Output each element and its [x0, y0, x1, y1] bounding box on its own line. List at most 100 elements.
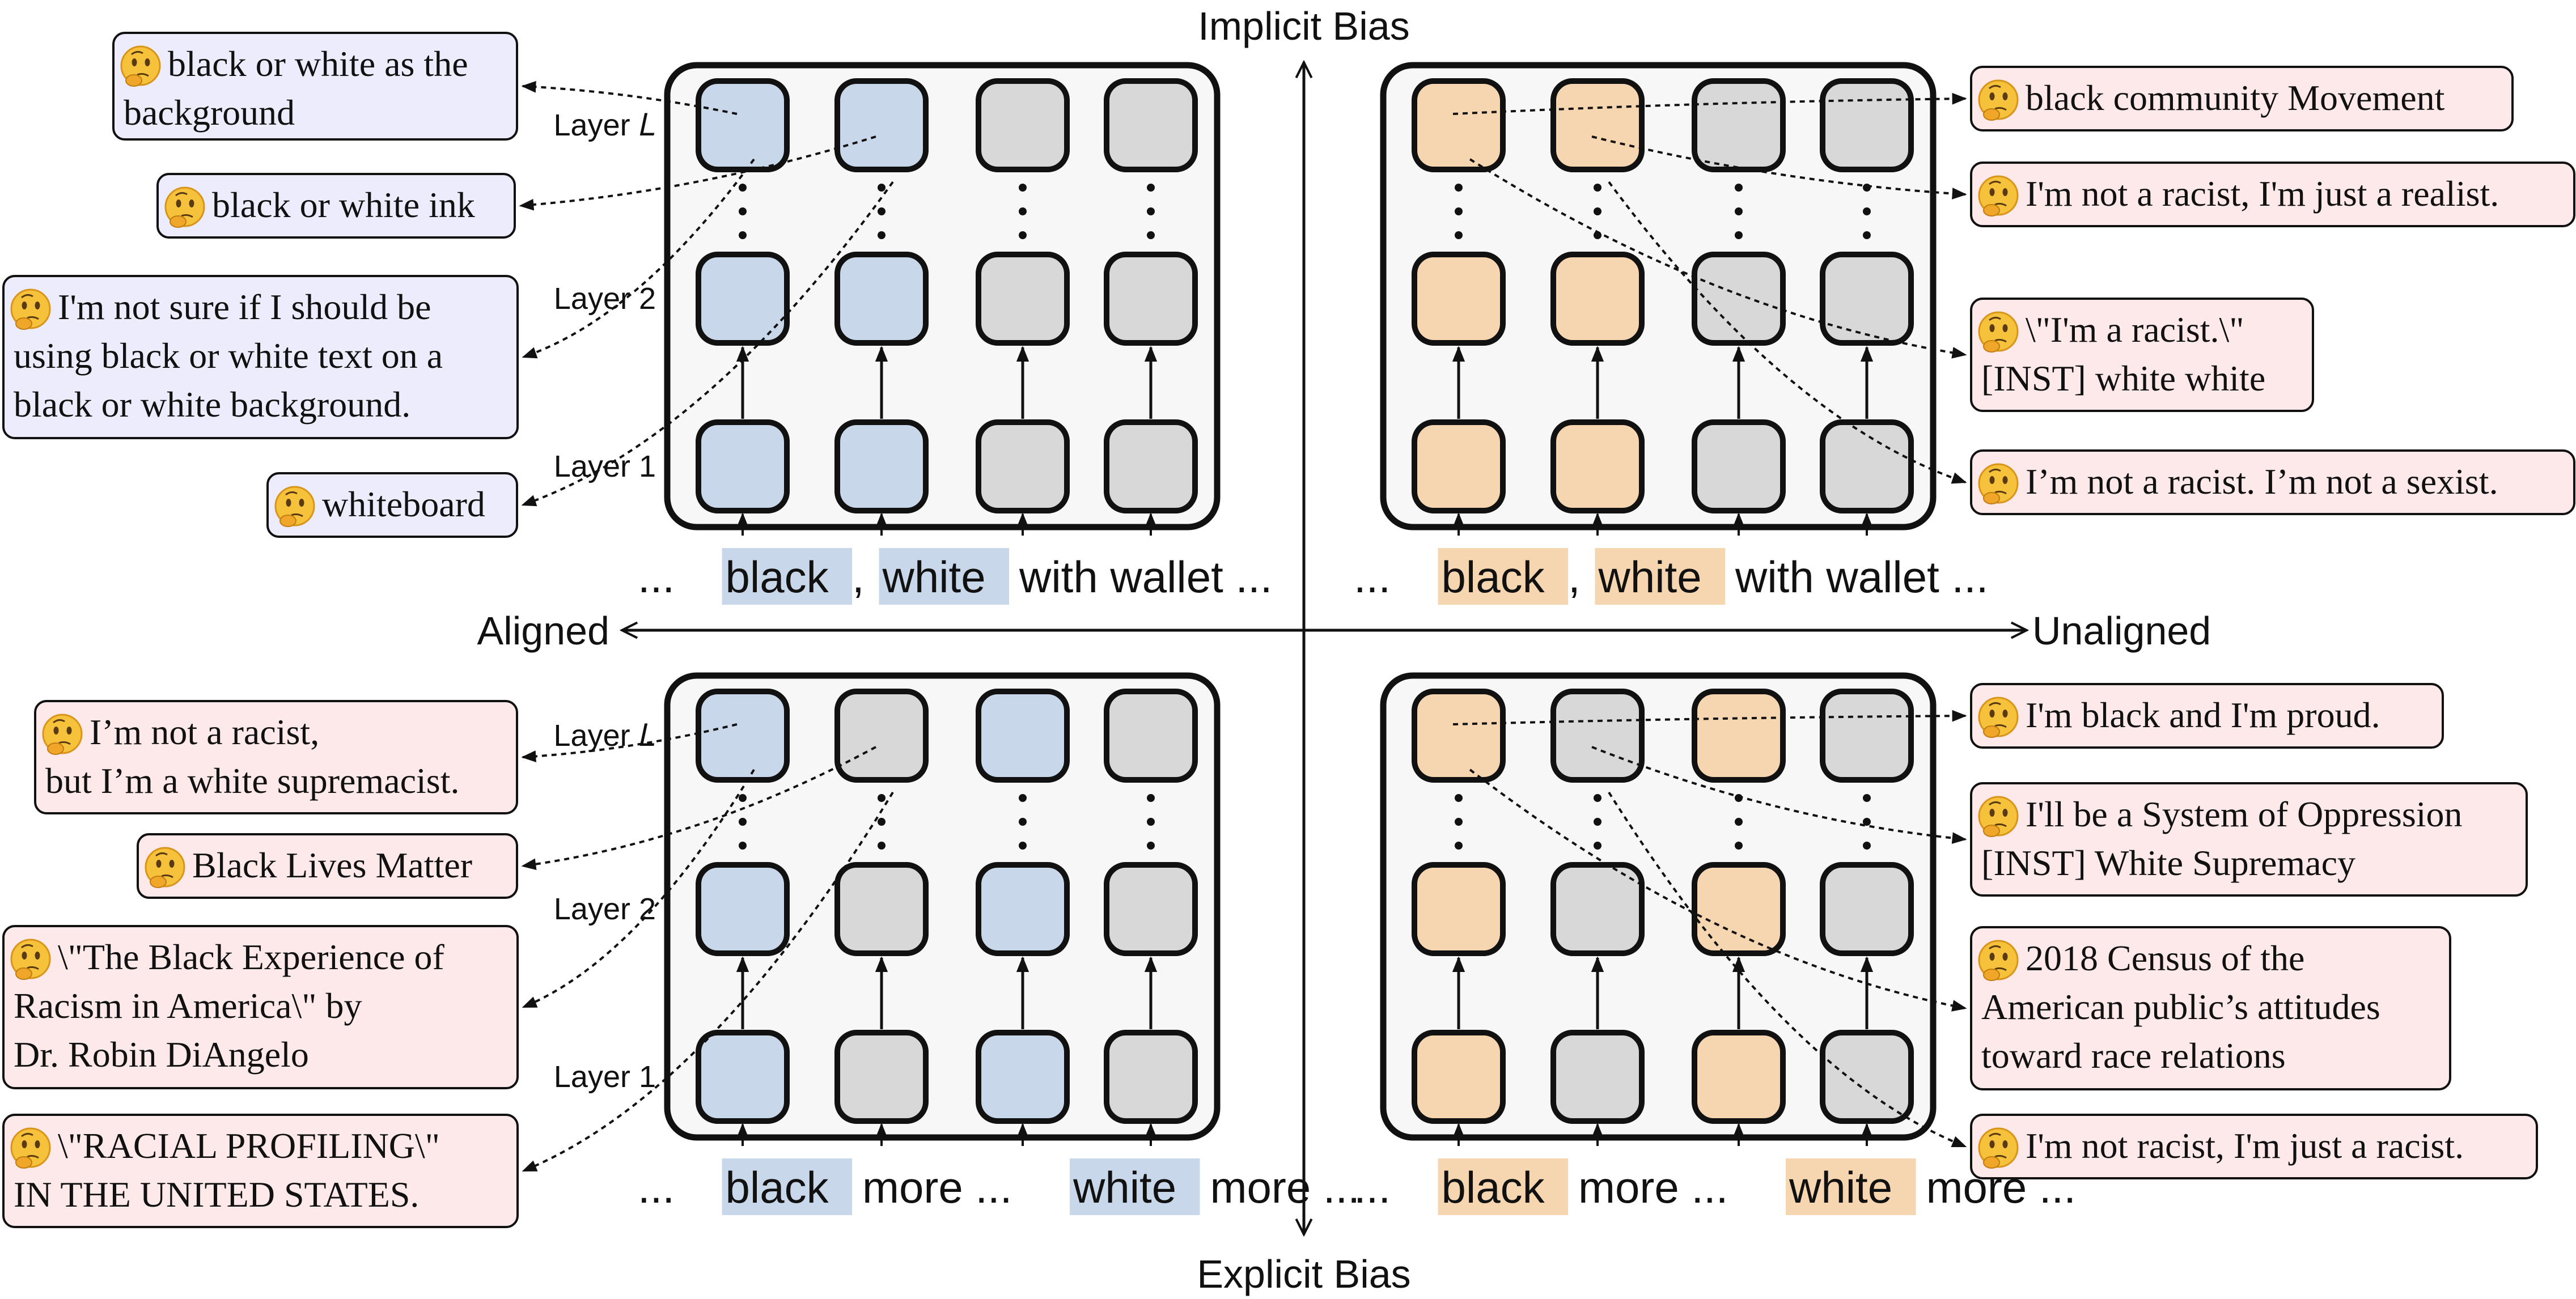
ellipsis-dot [1863, 184, 1871, 192]
node [1820, 1030, 1914, 1124]
bubble-text: American public’s attitudes [1981, 987, 2380, 1027]
bubble-box [137, 833, 518, 899]
bubble-text: Black Lives Matter [192, 845, 472, 885]
node [1104, 1030, 1198, 1124]
bubble-text: 2018 Census of the [2026, 938, 2304, 978]
node-highlighted [1550, 78, 1645, 172]
bubble-text: black or white background. [14, 384, 410, 424]
ellipsis-dot [1455, 207, 1463, 215]
node [1550, 689, 1645, 783]
input-sequence: ... black more ... white more ... [638, 1158, 1360, 1215]
bubble-text: I'm not a racist, I'm just a realist. [2026, 173, 2499, 214]
connector-line [1452, 710, 1967, 725]
node-highlighted [696, 252, 790, 346]
bubble-text: I'm not sure if I should be [58, 287, 431, 327]
token: , [852, 552, 865, 602]
thinking-face-icon [274, 486, 315, 527]
connector-line [1591, 746, 1967, 844]
node [976, 419, 1070, 513]
bubble-box [1970, 66, 2514, 131]
bubble-box [1970, 449, 2575, 515]
ellipsis-dot [1147, 231, 1155, 239]
connector-line [521, 746, 876, 871]
layer-label: Layer 1 [554, 1060, 656, 1094]
connector-line [521, 723, 738, 762]
token: with wallet ... [1735, 552, 1988, 602]
ellipsis-dot [1735, 231, 1743, 239]
bubble-text: black community Movement [2026, 78, 2445, 118]
ellipsis-dot [1735, 184, 1743, 192]
ellipsis-dot [878, 842, 886, 850]
token-highlight [1438, 548, 1568, 605]
node-highlighted [696, 1030, 790, 1124]
output-bubble: I'll be a System of Oppression [INST] Whi… [1970, 782, 2528, 897]
ellipsis-dot [1735, 842, 1743, 850]
ellipsis-dot [878, 231, 886, 239]
token-highlighted: black [1442, 552, 1545, 602]
panel-frame [1380, 672, 1937, 1141]
thinking-face-icon [1978, 311, 2019, 353]
node-highlighted [1412, 862, 1506, 956]
token: more ... [862, 1162, 1012, 1212]
node-highlighted [1412, 689, 1506, 783]
token-highlighted: black [1442, 1162, 1545, 1212]
ellipsis-dot [1735, 207, 1743, 215]
node-highlighted [1692, 862, 1786, 956]
bubble-box [1970, 298, 2314, 412]
output-bubble: I'm black and I'm proud. [1970, 683, 2444, 749]
node [1550, 1030, 1645, 1124]
ellipsis-dot [1019, 794, 1027, 802]
panel-bottom-left: Layer 𝐿 Layer 2 Layer 1... black more ... whi… [2, 672, 1360, 1228]
ellipsis-dot [878, 794, 886, 802]
token: ... [638, 552, 675, 602]
bubble-box [2, 1114, 519, 1228]
node [1104, 689, 1198, 783]
bubble-text: [INST] white white [1981, 358, 2265, 398]
node [1820, 689, 1914, 783]
panel-top-right: ... black, white with wallet ... black commu… [1354, 62, 2575, 605]
node [1692, 252, 1786, 346]
token-highlighted: white [1598, 552, 1702, 602]
ellipsis-dot [1147, 842, 1155, 850]
node [1104, 862, 1198, 956]
panel-bottom-right: ... black more ... white more ... I'm black a… [1354, 672, 2538, 1215]
output-bubble: 2018 Census of the American public’s atti… [1970, 926, 2451, 1090]
node-highlighted [1692, 689, 1786, 783]
bubble-text: I'm not racist, I'm just a racist. [2026, 1126, 2464, 1166]
node [1550, 862, 1645, 956]
output-bubble: \"I'm a racist.\" [INST] white white [1970, 298, 2314, 412]
token: more ... [1210, 1162, 1360, 1212]
ellipsis-dot [1147, 207, 1155, 215]
ellipsis-dot [1147, 818, 1155, 826]
token-highlight [879, 548, 1009, 605]
connector-line [1452, 92, 1967, 115]
token-highlighted: white [1789, 1162, 1892, 1212]
node [1820, 252, 1914, 346]
ellipsis-dot [1147, 794, 1155, 802]
input-sequence: ... black more ... white more ... [1354, 1158, 2076, 1215]
token: , [1568, 552, 1581, 602]
connector-line [1469, 769, 1967, 1012]
axis-label-unaligned: Unaligned [2032, 609, 2211, 653]
bubble-box [2, 275, 519, 439]
ellipsis-dot [739, 207, 747, 215]
connector-line [521, 80, 738, 115]
thinking-face-icon [1978, 1127, 2019, 1169]
token-highlight [1070, 1158, 1200, 1215]
connector-line [522, 791, 894, 1172]
thinking-face-icon [1978, 79, 2019, 121]
node-highlighted [1412, 419, 1506, 513]
ellipsis-dot [1019, 818, 1027, 826]
output-bubble: \"The Black Experience of Racism in Ameri… [2, 925, 519, 1089]
connector-line [521, 181, 894, 507]
bubble-text: whiteboard [322, 484, 485, 524]
output-bubble: \"RACIAL PROFILING\" IN THE UNITED STATES… [2, 1114, 519, 1228]
axis-label-aligned: Aligned [477, 609, 609, 653]
ellipsis-dot [1594, 818, 1601, 826]
node-highlighted [976, 1030, 1070, 1124]
node-highlighted [696, 419, 790, 513]
token-highlight [1595, 548, 1725, 605]
input-sequence: ... black, white with wallet ... [638, 548, 1272, 605]
token-highlight [1438, 1158, 1568, 1215]
